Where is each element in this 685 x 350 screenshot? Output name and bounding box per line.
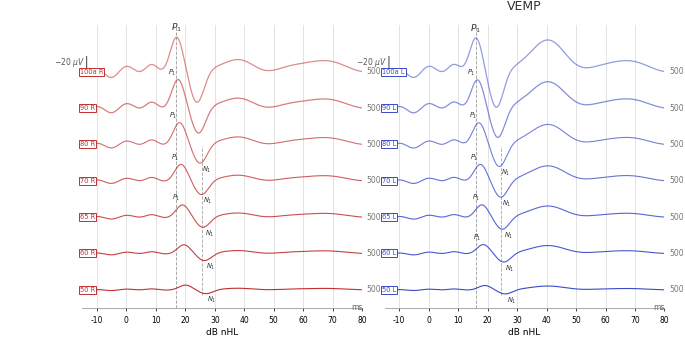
Text: $N_1$: $N_1$ <box>203 196 212 206</box>
Text: $N_1$: $N_1$ <box>208 295 217 305</box>
Text: 500: 500 <box>669 104 684 113</box>
Text: $P_1$: $P_1$ <box>171 152 179 163</box>
Text: 500: 500 <box>366 176 381 185</box>
Text: 60 L: 60 L <box>382 251 397 257</box>
X-axis label: dB nHL: dB nHL <box>206 328 238 337</box>
Text: $P_1$: $P_1$ <box>169 111 178 121</box>
Text: 70 R: 70 R <box>80 178 95 184</box>
Text: $P_1$: $P_1$ <box>469 111 477 121</box>
Text: 500: 500 <box>669 249 684 258</box>
Text: 50 L: 50 L <box>382 287 397 293</box>
Text: 500: 500 <box>366 104 381 113</box>
Text: ms: ms <box>351 302 362 312</box>
X-axis label: dB nHL: dB nHL <box>508 328 540 337</box>
Text: 100a L: 100a L <box>382 69 405 75</box>
Text: $P_1$: $P_1$ <box>472 193 480 203</box>
Text: $-20\ \mu V$: $-20\ \mu V$ <box>54 56 85 69</box>
Text: $P_1$: $P_1$ <box>471 152 479 163</box>
Text: 60 R: 60 R <box>80 251 95 257</box>
Text: 65 R: 65 R <box>80 214 95 220</box>
Text: 500: 500 <box>366 140 381 149</box>
Text: $N_1$: $N_1$ <box>206 262 216 272</box>
Text: $-20\ \mu V$: $-20\ \mu V$ <box>356 56 388 69</box>
Text: $P_1$: $P_1$ <box>471 23 482 35</box>
Text: $N_1$: $N_1$ <box>501 168 510 178</box>
Text: 500: 500 <box>669 213 684 222</box>
Text: 70 L: 70 L <box>382 178 397 184</box>
Text: $N_1$: $N_1$ <box>502 198 512 209</box>
Text: $P_1$: $P_1$ <box>473 232 482 243</box>
Text: 500: 500 <box>366 285 381 294</box>
Text: $N_1$: $N_1$ <box>201 164 211 175</box>
Text: 500: 500 <box>669 176 684 185</box>
Text: 500: 500 <box>669 67 684 76</box>
Text: 500: 500 <box>366 67 381 76</box>
Text: ms: ms <box>653 302 664 312</box>
Text: $N_1$: $N_1$ <box>506 264 515 274</box>
Text: $N_1$: $N_1$ <box>205 229 214 239</box>
Text: 65 L: 65 L <box>382 214 397 220</box>
Text: 500: 500 <box>669 140 684 149</box>
Text: $P_1$: $P_1$ <box>171 22 182 34</box>
Text: 100a R: 100a R <box>80 69 103 75</box>
Text: 500: 500 <box>366 213 381 222</box>
Text: 90 L: 90 L <box>382 105 397 111</box>
Text: $N_1$: $N_1$ <box>507 295 516 306</box>
Text: VEMP: VEMP <box>507 0 542 13</box>
Text: $P_1$: $P_1$ <box>173 193 181 203</box>
Text: 90 R: 90 R <box>80 105 95 111</box>
Text: 80 L: 80 L <box>382 141 397 147</box>
Text: $P_1$: $P_1$ <box>467 68 476 78</box>
Text: $N_1$: $N_1$ <box>503 231 513 241</box>
Text: 50 R: 50 R <box>80 287 95 293</box>
Text: 500: 500 <box>669 285 684 294</box>
Text: 500: 500 <box>366 249 381 258</box>
Text: $P_1$: $P_1$ <box>168 68 177 78</box>
Text: 80 R: 80 R <box>80 141 95 147</box>
